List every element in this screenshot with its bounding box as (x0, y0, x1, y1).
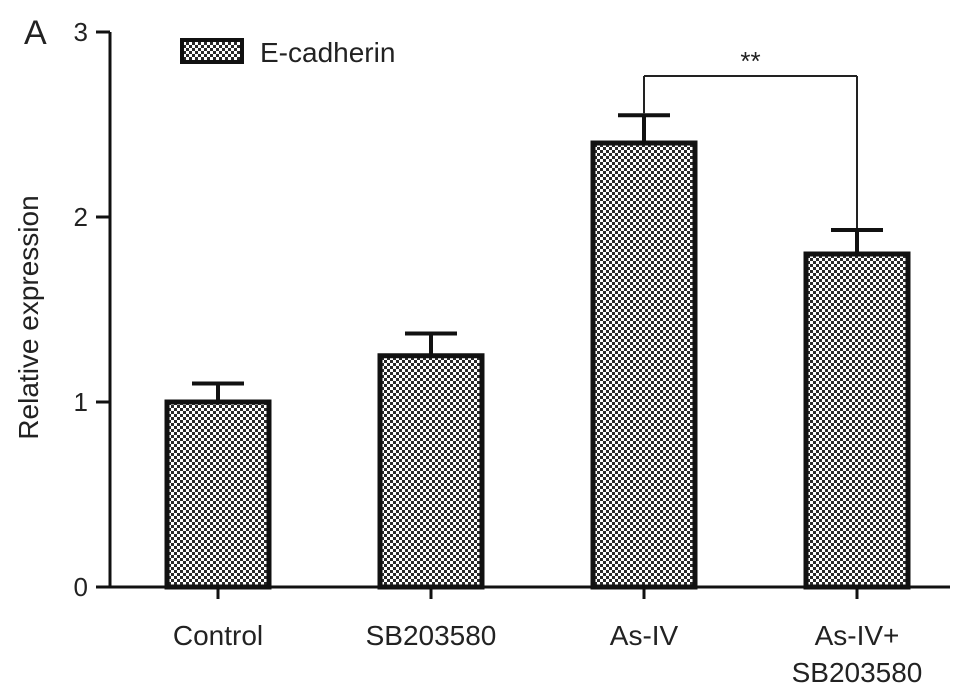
bar (803, 251, 911, 590)
significance-label: ** (740, 46, 760, 76)
y-tick-label: 1 (74, 387, 88, 417)
bar (164, 399, 272, 590)
y-tick-label: 0 (74, 572, 88, 602)
x-tick-label: As-IV (610, 620, 679, 651)
x-tick-label: SB203580 (366, 620, 497, 651)
panel-label: A (24, 14, 47, 52)
x-tick-label: SB203580 (792, 657, 923, 688)
y-axis-label: Relative expression (13, 195, 44, 439)
x-tick-label: As-IV+ (815, 620, 900, 651)
legend-label: E-cadherin (260, 37, 395, 68)
x-tick-label: Control (173, 620, 263, 651)
bar (377, 353, 485, 590)
y-tick-label: 3 (74, 17, 88, 47)
bar (590, 140, 698, 590)
y-tick-label: 2 (74, 202, 88, 232)
legend-swatch (180, 38, 244, 64)
